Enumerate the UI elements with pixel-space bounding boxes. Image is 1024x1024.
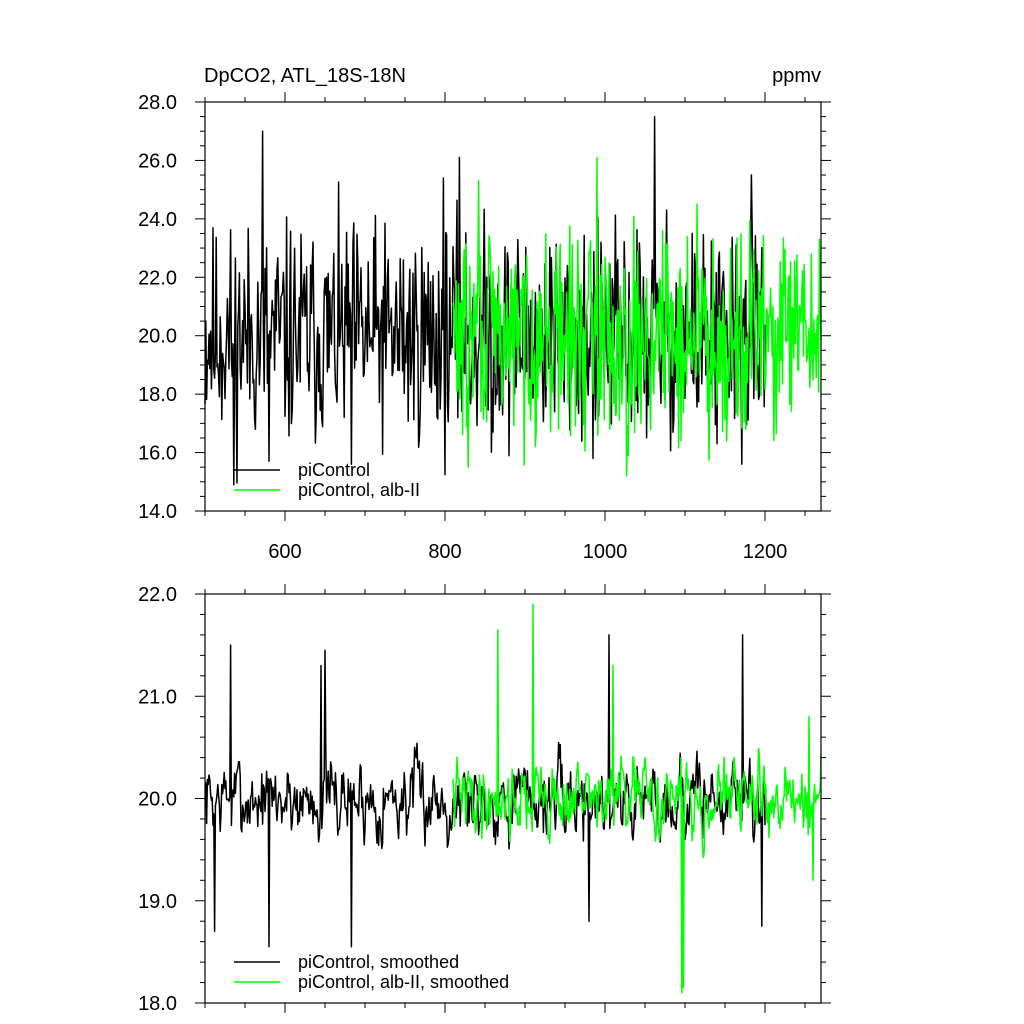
y-tick-label: 20.0 [138, 789, 177, 811]
y-tick-label: 18.0 [138, 993, 177, 1015]
y-tick-label: 21.0 [138, 686, 177, 708]
series-line-picontrol-alb-ii-smoothed [452, 603, 822, 994]
y-tick-label: 22.0 [138, 584, 177, 606]
y-tick-label: 28.0 [138, 92, 177, 114]
panel-top-ticks [195, 92, 831, 521]
panel-top: DpCO2, ATL_18S-18N ppmv 14.0 16.0 18.0 20.0… [138, 65, 831, 563]
legend-label-picontrol-smoothed: piControl, smoothed [298, 952, 459, 972]
x-tick-label: 800 [428, 541, 461, 563]
legend-label-picontrol-alb-ii-smoothed: piControl, alb-II, smoothed [298, 972, 509, 992]
panel-top-series [204, 115, 822, 486]
panel-bottom-legend: piControl, smoothed piControl, alb-II, s… [234, 952, 509, 992]
y-tick-label: 19.0 [138, 891, 177, 913]
y-tick-label: 22.0 [138, 267, 177, 289]
panel-top-tick-labels: 14.0 16.0 18.0 20.0 22.0 24.0 26.0 28.0 600 800 10… [138, 92, 787, 563]
series-line-picontrol-alb-ii [452, 156, 822, 477]
panel-bottom: 18.0 19.0 20.0 21.0 22.0 piControl, smoothed… [138, 584, 831, 1015]
y-tick-label: 24.0 [138, 209, 177, 231]
y-tick-label: 20.0 [138, 326, 177, 348]
panel-bottom-ticks [195, 584, 831, 1013]
series-line-picontrol-smoothed [204, 634, 766, 948]
legend-label-picontrol: piControl [298, 460, 370, 480]
panel-top-legend: piControl piControl, alb-II [234, 460, 420, 500]
panel-bottom-tick-labels: 18.0 19.0 20.0 21.0 22.0 [138, 584, 177, 1015]
x-tick-label: 600 [268, 541, 301, 563]
y-tick-label: 18.0 [138, 384, 177, 406]
x-tick-label: 1200 [743, 541, 788, 563]
x-tick-label: 1000 [583, 541, 628, 563]
y-tick-label: 26.0 [138, 150, 177, 172]
y-tick-label: 14.0 [138, 501, 177, 523]
y-tick-label: 16.0 [138, 443, 177, 465]
panel-top-title: DpCO2, ATL_18S-18N [204, 65, 406, 87]
legend-label-picontrol-alb-ii: piControl, alb-II [298, 480, 420, 500]
panel-bottom-series [204, 603, 822, 994]
panel-top-units: ppmv [772, 65, 821, 87]
